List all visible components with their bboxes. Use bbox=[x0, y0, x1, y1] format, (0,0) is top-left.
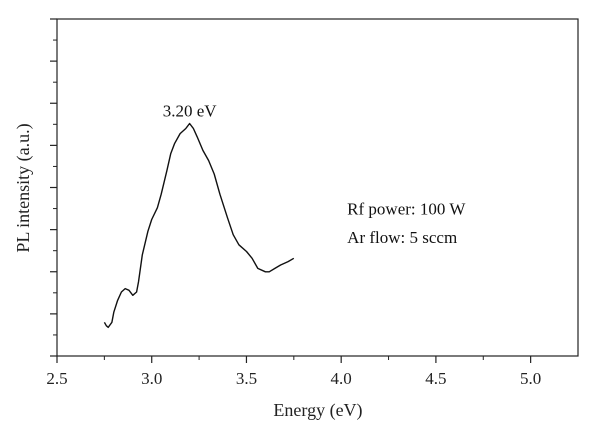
x-tick-label: 3.0 bbox=[141, 369, 162, 388]
x-tick-label: 5.0 bbox=[520, 369, 541, 388]
x-tick-label: 3.5 bbox=[236, 369, 257, 388]
condition-label: Ar flow: 5 sccm bbox=[347, 228, 457, 247]
x-tick-label: 2.5 bbox=[46, 369, 67, 388]
pl-spectrum-line bbox=[103, 122, 295, 329]
y-axis-title: PL intensity (a.u.) bbox=[13, 123, 34, 252]
x-tick-label: 4.5 bbox=[425, 369, 446, 388]
plot-frame bbox=[56, 18, 579, 357]
x-axis-tick-labels: 2.5 3.0 3.5 4.0 4.5 5.0 bbox=[46, 369, 541, 388]
x-tick-label: 4.0 bbox=[331, 369, 352, 388]
peak-label: 3.20 eV bbox=[163, 102, 218, 121]
condition-label: Rf power: 100 W bbox=[347, 199, 466, 218]
y-axis-ticks bbox=[50, 18, 57, 357]
x-axis-ticks bbox=[56, 356, 532, 363]
x-axis-title: Energy (eV) bbox=[273, 400, 362, 421]
annotations: 3.20 eV Rf power: 100 W Ar flow: 5 sccm bbox=[163, 102, 467, 247]
